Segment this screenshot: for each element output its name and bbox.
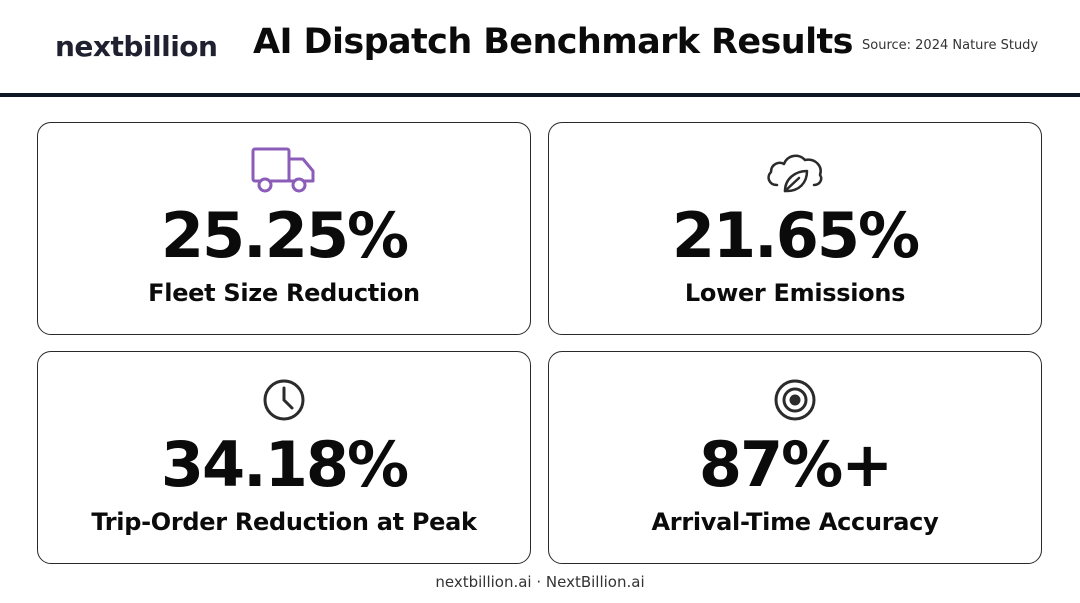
- header: nextbillion AI Dispatch Benchmark Result…: [0, 0, 1080, 92]
- metric-value: 21.65%: [671, 199, 920, 272]
- source-note: Source: 2024 Nature Study: [862, 38, 1039, 53]
- metric-value: 87%+: [698, 428, 893, 501]
- truck-icon: [249, 147, 319, 197]
- metric-value: 25.25%: [160, 199, 409, 272]
- target-icon: [770, 376, 820, 426]
- metric-card-emissions: 21.65% Lower Emissions: [548, 122, 1042, 335]
- page-title: AI Dispatch Benchmark Results: [253, 22, 853, 62]
- cloud-leaf-icon: [763, 147, 827, 197]
- metric-card-fleet-size: 25.25% Fleet Size Reduction: [37, 122, 531, 335]
- footer-text: nextbillion.ai · NextBillion.ai: [435, 573, 645, 591]
- metric-value: 34.18%: [160, 428, 409, 501]
- metric-label: Fleet Size Reduction: [148, 279, 420, 307]
- metric-label: Lower Emissions: [684, 279, 906, 307]
- header-divider: [0, 93, 1080, 97]
- metric-card-trip-order: 34.18% Trip-Order Reduction at Peak: [37, 351, 531, 564]
- clock-icon: [259, 376, 309, 426]
- metric-label: Arrival-Time Accuracy: [651, 508, 939, 536]
- metric-card-arrival-accuracy: 87%+ Arrival-Time Accuracy: [548, 351, 1042, 564]
- metric-label: Trip-Order Reduction at Peak: [91, 508, 477, 536]
- brand-logo: nextbillion: [55, 30, 218, 63]
